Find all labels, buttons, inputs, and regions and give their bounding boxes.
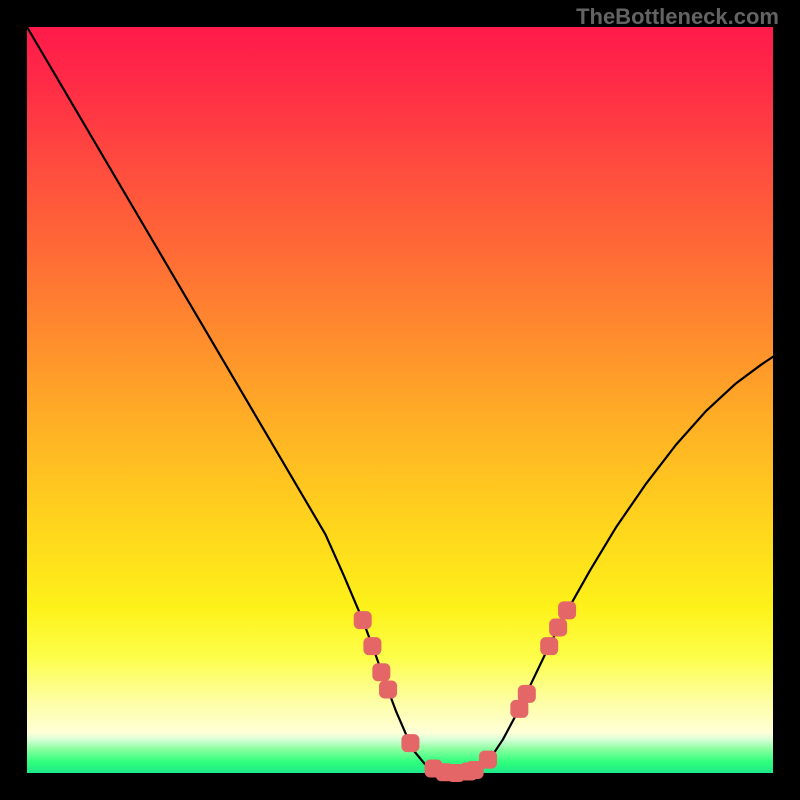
- highlight-marker: [380, 681, 397, 698]
- highlight-marker: [559, 602, 576, 619]
- plot-area: [27, 27, 773, 773]
- highlight-marker: [354, 612, 371, 629]
- highlight-marker: [518, 685, 535, 702]
- highlight-marker: [364, 638, 381, 655]
- highlight-marker: [402, 735, 419, 752]
- chart-stage: TheBottleneck.com: [0, 0, 800, 800]
- bottleneck-chart-svg: [0, 0, 800, 800]
- highlight-marker: [480, 751, 497, 768]
- highlight-marker: [373, 664, 390, 681]
- highlight-marker: [541, 638, 558, 655]
- highlight-marker: [550, 619, 567, 636]
